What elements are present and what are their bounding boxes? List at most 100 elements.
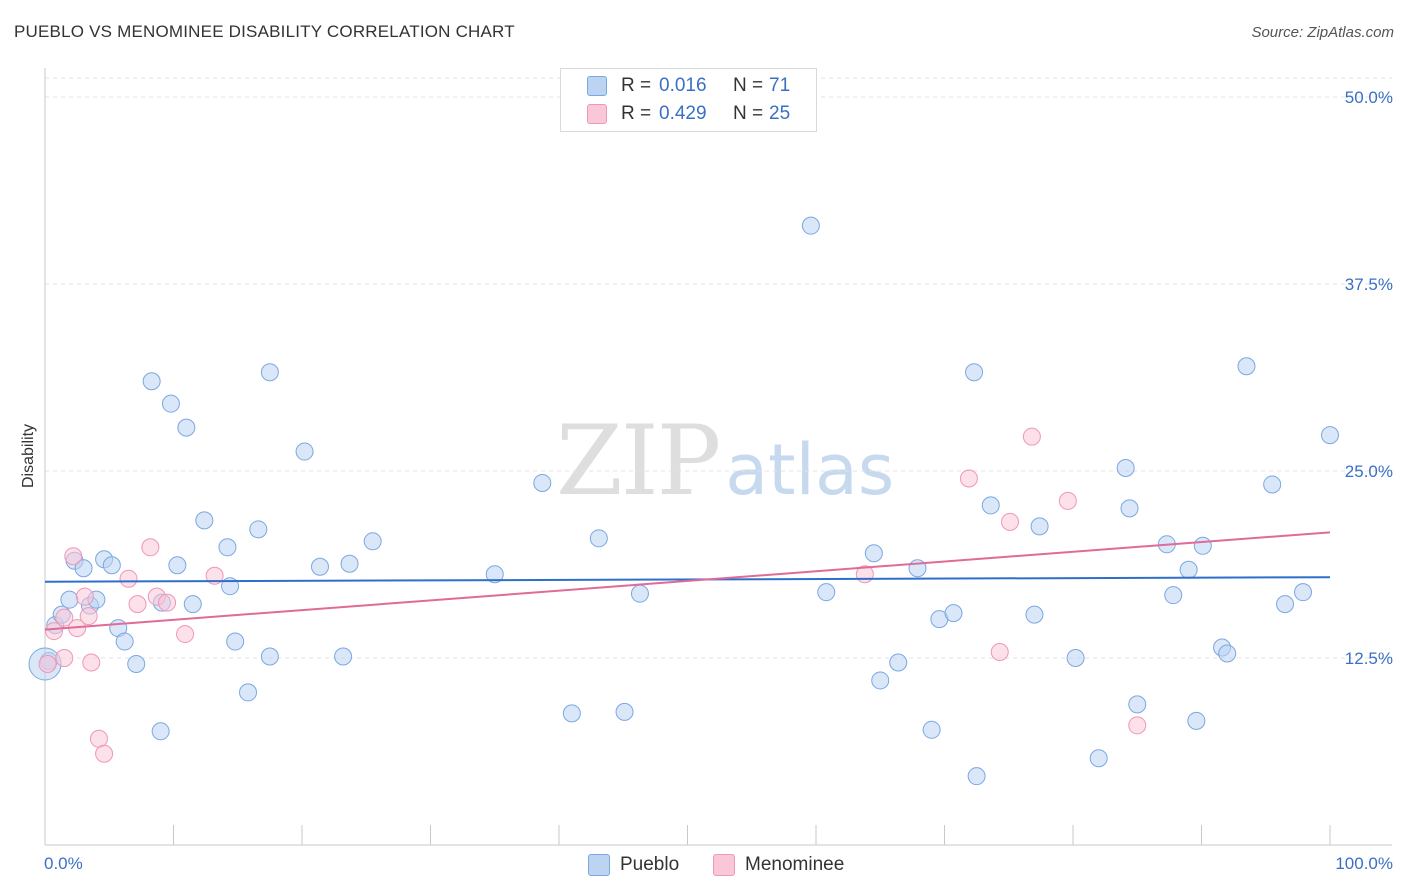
legend-row-menominee: R = 0.429 N = 25	[587, 102, 790, 126]
menominee-point	[82, 653, 101, 672]
pueblo-point	[1025, 605, 1044, 624]
pueblo-point	[295, 442, 314, 461]
pueblo-point	[1321, 426, 1339, 445]
pueblo-point	[151, 722, 170, 741]
pueblo-point	[310, 557, 329, 576]
pueblo-trend-line	[44, 576, 1331, 583]
pueblo-point	[801, 216, 820, 235]
menominee-point	[1022, 427, 1041, 446]
pueblo-point	[1187, 711, 1206, 730]
legend-label-pueblo: Pueblo	[620, 854, 680, 875]
menominee-point	[75, 587, 94, 606]
pueblo-point	[239, 683, 258, 702]
n-value: 71	[769, 75, 791, 96]
x-tick-label: 100.0%	[1335, 854, 1393, 873]
n-label: N =	[733, 103, 764, 124]
x-tick-label: 0.0%	[44, 854, 83, 873]
pueblo-point	[334, 647, 353, 666]
pueblo-point	[1120, 499, 1139, 518]
pueblo-point	[260, 647, 279, 666]
menominee-point	[1058, 491, 1077, 510]
menominee-point	[959, 469, 978, 488]
watermark: ZIPatlas	[556, 405, 894, 517]
pueblo-point	[183, 595, 202, 614]
pueblo-point	[142, 372, 161, 391]
pueblo-point	[864, 544, 883, 563]
legend-item-menominee: Menominee	[713, 852, 844, 878]
menominee-point	[89, 729, 108, 748]
pueblo-point	[161, 394, 180, 413]
r-label: R =	[621, 103, 652, 124]
menominee-point	[119, 569, 138, 588]
legend-item-pueblo: Pueblo	[588, 852, 679, 878]
pueblo-point	[533, 473, 552, 492]
pueblo-point	[218, 538, 237, 557]
menominee-swatch	[713, 854, 735, 876]
series-legend: Pueblo Menominee	[0, 852, 1406, 878]
pueblo-point	[944, 604, 963, 623]
tick-labels: 12.5% 25.0% 37.5% 50.0% 0.0% 100.0% Disability	[20, 88, 1393, 873]
menominee-point	[205, 566, 224, 585]
pueblo-point	[981, 496, 1000, 515]
r-label: R =	[621, 75, 652, 96]
stats-legend: R = 0.016 N = 71 R = 0.429 N = 25	[560, 68, 817, 132]
r-value: 0.429	[659, 103, 707, 124]
legend-label-menominee: Menominee	[745, 854, 845, 875]
watermark-zip: ZIP	[556, 405, 721, 517]
pueblo-point	[249, 520, 268, 539]
chart-title: PUEBLO VS MENOMINEE DISABILITY CORRELATI…	[14, 22, 515, 41]
y-tick-label: 12.5%	[1345, 649, 1393, 668]
n-value: 25	[769, 103, 791, 124]
pueblo-point	[260, 363, 279, 382]
menominee-point	[55, 608, 74, 627]
pueblo-point	[1179, 560, 1198, 579]
pueblo-point	[102, 556, 121, 575]
pueblo-point	[965, 363, 984, 382]
pueblo-point	[817, 583, 836, 602]
y-tick-label: 37.5%	[1345, 275, 1393, 294]
pueblo-point	[195, 511, 214, 530]
pueblo-point	[340, 554, 359, 573]
pueblo-point	[630, 584, 649, 603]
n-label: N =	[733, 75, 764, 96]
pueblo-point	[177, 418, 196, 437]
trend-lines	[44, 531, 1331, 631]
menominee-point	[128, 595, 147, 614]
menominee-trend-line	[44, 531, 1331, 631]
menominee-point	[38, 654, 57, 673]
menominee-point	[55, 649, 74, 667]
y-tick-label: 25.0%	[1345, 462, 1393, 481]
pueblo-point	[1294, 583, 1313, 602]
pueblo-point	[1164, 586, 1183, 605]
pueblo-point	[485, 565, 504, 584]
menominee-point	[158, 593, 177, 612]
pueblo-swatch	[588, 854, 610, 876]
y-tick-label: 50.0%	[1345, 88, 1393, 107]
pueblo-swatch	[587, 76, 607, 96]
pueblo-point	[226, 632, 245, 651]
menominee-point	[44, 622, 63, 641]
r-value: 0.016	[659, 75, 707, 96]
y-axis-label: Disability	[20, 424, 37, 488]
menominee-point	[64, 547, 83, 566]
pueblo-point	[922, 720, 941, 739]
pueblo-point	[967, 767, 986, 786]
pueblo-point	[60, 590, 79, 609]
menominee-point	[1001, 512, 1020, 531]
pueblo-point	[1276, 595, 1295, 614]
pueblo-point	[1237, 357, 1256, 376]
pueblo-point	[1193, 536, 1212, 555]
pueblo-point	[1030, 517, 1049, 536]
pueblo-point	[363, 532, 382, 551]
data-points	[28, 216, 1339, 786]
menominee-point	[990, 643, 1009, 662]
pueblo-point	[589, 529, 608, 548]
pueblo-point	[1263, 475, 1282, 494]
axes	[44, 68, 1392, 846]
pueblo-point	[1128, 695, 1147, 714]
pueblo-point	[168, 556, 187, 575]
menominee-swatch	[587, 104, 607, 124]
pueblo-point	[127, 654, 146, 673]
pueblo-point	[1116, 459, 1135, 478]
